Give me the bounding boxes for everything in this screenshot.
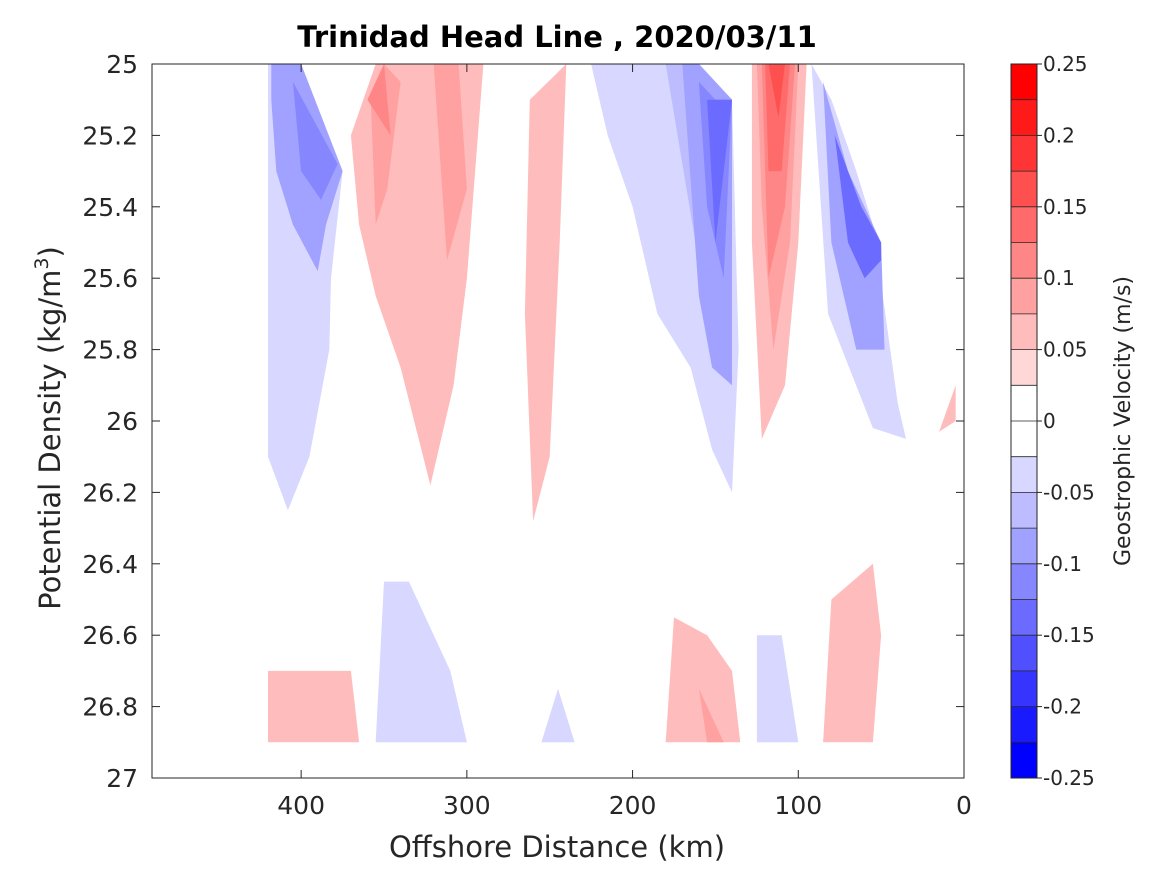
x-tick-label: 0 bbox=[956, 791, 972, 820]
colorbar-segment bbox=[1011, 742, 1037, 778]
colorbar-segment bbox=[1011, 456, 1037, 493]
colorbar-segment bbox=[1011, 528, 1037, 564]
y-tick-label: 25.2 bbox=[82, 121, 138, 150]
y-axis-ticks: 25 25.2 25.4 25.6 25.8 26 26.2 26.4 26.6 26.8 27 bbox=[82, 50, 964, 793]
y-tick-label: 26.8 bbox=[82, 693, 138, 722]
colorbar-title: Geostrophic Velocity (m/s) bbox=[1111, 276, 1136, 566]
chart-title: Trinidad Head Line , 2020/03/11 bbox=[297, 20, 817, 54]
colorbar-segment bbox=[1011, 349, 1037, 386]
colorbar-segment bbox=[1011, 492, 1037, 529]
y-tick-label: 25.4 bbox=[82, 193, 138, 222]
y-tick-label: 26.6 bbox=[82, 621, 138, 650]
colorbar-segment bbox=[1011, 99, 1037, 136]
colorbar-tick-label: -0.05 bbox=[1043, 480, 1095, 504]
colorbar-segment bbox=[1011, 385, 1037, 421]
colorbar-tick-label: 0.15 bbox=[1043, 195, 1088, 219]
colorbar-segment bbox=[1011, 278, 1037, 314]
colorbar-tick-label: 0 bbox=[1043, 409, 1056, 433]
colorbar-ticks: 0.25 0.2 0.15 0.1 0.05 0 -0.05 -0.1 -0.15 -0.2 -0.… bbox=[1037, 52, 1095, 790]
colorbar-segment bbox=[1011, 242, 1037, 279]
x-tick-label: 100 bbox=[774, 791, 822, 820]
contour-region-7 bbox=[524, 64, 567, 521]
y-tick-label: 25 bbox=[106, 50, 138, 79]
y-axis-title-close: ) bbox=[33, 246, 67, 257]
colorbar-segment bbox=[1011, 635, 1037, 671]
contour-region-27 bbox=[756, 635, 799, 743]
colorbar-segment bbox=[1011, 706, 1037, 743]
colorbar-segment bbox=[1011, 599, 1037, 636]
colorbar-segment bbox=[1011, 206, 1037, 243]
colorbar-segment bbox=[1011, 670, 1037, 707]
contour-region-22 bbox=[268, 670, 360, 743]
y-axis-title-sup: 3 bbox=[31, 257, 53, 269]
colorbar-tick-label: 0.1 bbox=[1043, 266, 1075, 290]
contour-region-17 bbox=[768, 64, 785, 118]
contour-region-6 bbox=[367, 64, 391, 136]
colorbar-tick-label: -0.2 bbox=[1043, 695, 1082, 719]
colorbar-tick-label: 0.25 bbox=[1043, 52, 1088, 76]
contour-region-12 bbox=[707, 99, 732, 243]
y-tick-label: 26.2 bbox=[82, 478, 138, 507]
x-tick-label: 400 bbox=[277, 791, 325, 820]
contour-region-24 bbox=[541, 688, 575, 743]
x-tick-label: 200 bbox=[609, 791, 657, 820]
contour-region-5 bbox=[433, 64, 467, 261]
colorbar-segment bbox=[1011, 171, 1037, 207]
contour-region-26 bbox=[698, 688, 724, 743]
colorbar-segment bbox=[1011, 64, 1037, 100]
x-axis-title: Offshore Distance (km) bbox=[389, 830, 725, 864]
colorbar-segment bbox=[1011, 563, 1037, 600]
contour-fills bbox=[268, 64, 956, 743]
y-tick-label: 26.4 bbox=[82, 550, 138, 579]
colorbar-segment bbox=[1011, 421, 1037, 457]
contour-region-28 bbox=[823, 563, 882, 743]
colorbar-tick-label: 0.05 bbox=[1043, 338, 1088, 362]
contour-region-23 bbox=[375, 581, 467, 743]
colorbar-segment bbox=[1011, 135, 1037, 172]
colorbar-tick-label: -0.25 bbox=[1043, 766, 1095, 790]
contour-region-2 bbox=[292, 81, 338, 200]
colorbar-tick-label: -0.1 bbox=[1043, 552, 1082, 576]
y-tick-label: 25.8 bbox=[82, 336, 138, 365]
y-tick-label: 25.6 bbox=[82, 264, 138, 293]
contour-region-20 bbox=[834, 135, 882, 279]
y-axis-title: Potential Density (kg/m3) bbox=[31, 246, 67, 610]
x-tick-label: 300 bbox=[443, 791, 491, 820]
colorbar-segment bbox=[1011, 313, 1037, 350]
colorbar-tick-label: 0.2 bbox=[1043, 123, 1075, 147]
y-axis-title-main: Potential Density (kg/m bbox=[33, 270, 67, 610]
contour-region-21 bbox=[939, 385, 956, 432]
x-axis-ticks: 400 300 200 100 0 bbox=[277, 64, 972, 820]
colorbar bbox=[1010, 63, 1038, 779]
y-tick-label: 26 bbox=[106, 407, 138, 436]
y-tick-label: 27 bbox=[106, 764, 138, 793]
contour-region-16 bbox=[765, 64, 790, 172]
contour-region-25 bbox=[665, 617, 741, 743]
colorbar-tick-label: -0.15 bbox=[1043, 623, 1095, 647]
